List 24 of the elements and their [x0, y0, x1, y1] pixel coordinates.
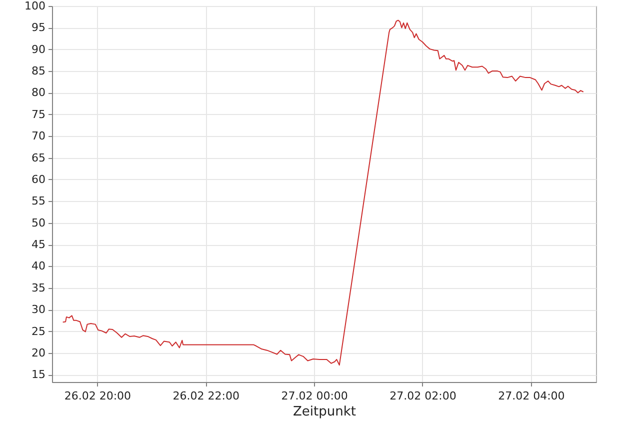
y-tick-label: 40	[32, 260, 46, 273]
y-tick-label: 25	[32, 324, 46, 338]
x-tick-label: 26.02 20:00	[64, 390, 132, 402]
y-tick-label: 80	[32, 86, 46, 100]
y-tick-label: 50	[32, 216, 46, 230]
y-tick-label: 45	[32, 238, 46, 252]
y-tick-label: 85	[32, 64, 46, 78]
y-tick-label: 35	[32, 281, 46, 294]
x-tick-label: 27.02 02:00	[390, 390, 456, 402]
y-tick-label: 15	[32, 368, 46, 382]
y-tick-label: 95	[32, 21, 46, 34]
x-axis-title: Zeitpunkt	[293, 404, 356, 420]
y-tick-label: 60	[32, 172, 46, 186]
y-tick-label: 90	[32, 42, 46, 56]
y-tick-label: 55	[32, 194, 46, 208]
y-tick-label: 20	[32, 346, 46, 360]
y-tick-label: 100	[24, 0, 46, 12]
x-tick-label: 26.02 22:00	[172, 390, 240, 402]
y-tick-label: 30	[32, 303, 46, 316]
y-tick-label: 75	[32, 108, 46, 121]
y-tick-label: 65	[32, 151, 46, 164]
y-tick-label: 70	[32, 130, 46, 143]
x-tick-label: 27.02 04:00	[498, 390, 565, 402]
x-tick-label: 27.02 00:00	[281, 390, 348, 402]
